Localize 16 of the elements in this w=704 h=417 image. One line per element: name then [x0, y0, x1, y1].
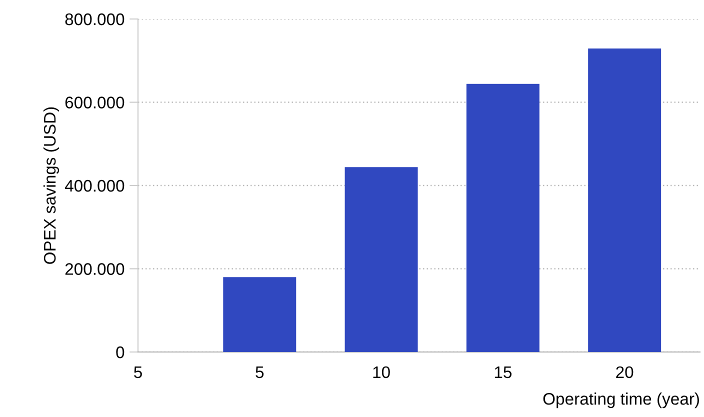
x-tick-label: 10 — [373, 366, 390, 378]
x-tick-label: 15 — [494, 366, 512, 378]
bar — [344, 167, 418, 352]
x-tick-label: 5 — [256, 366, 264, 378]
y-tick-label: 400.000 — [64, 180, 124, 192]
x-tick-label: 5 — [134, 366, 142, 378]
y-axis-title: OPEX savings (USD) — [43, 107, 60, 264]
y-tick-label: 800.000 — [65, 13, 124, 26]
bar — [588, 48, 662, 352]
x-tick-label: 20 — [616, 366, 634, 378]
y-tick-label: 200.000 — [65, 263, 124, 275]
x-axis-title: Operating time (year) — [543, 392, 699, 408]
y-tick-label: 600.000 — [65, 96, 124, 108]
y-tick-label: 0 — [116, 346, 124, 358]
bar — [466, 84, 540, 352]
bar — [223, 277, 296, 352]
